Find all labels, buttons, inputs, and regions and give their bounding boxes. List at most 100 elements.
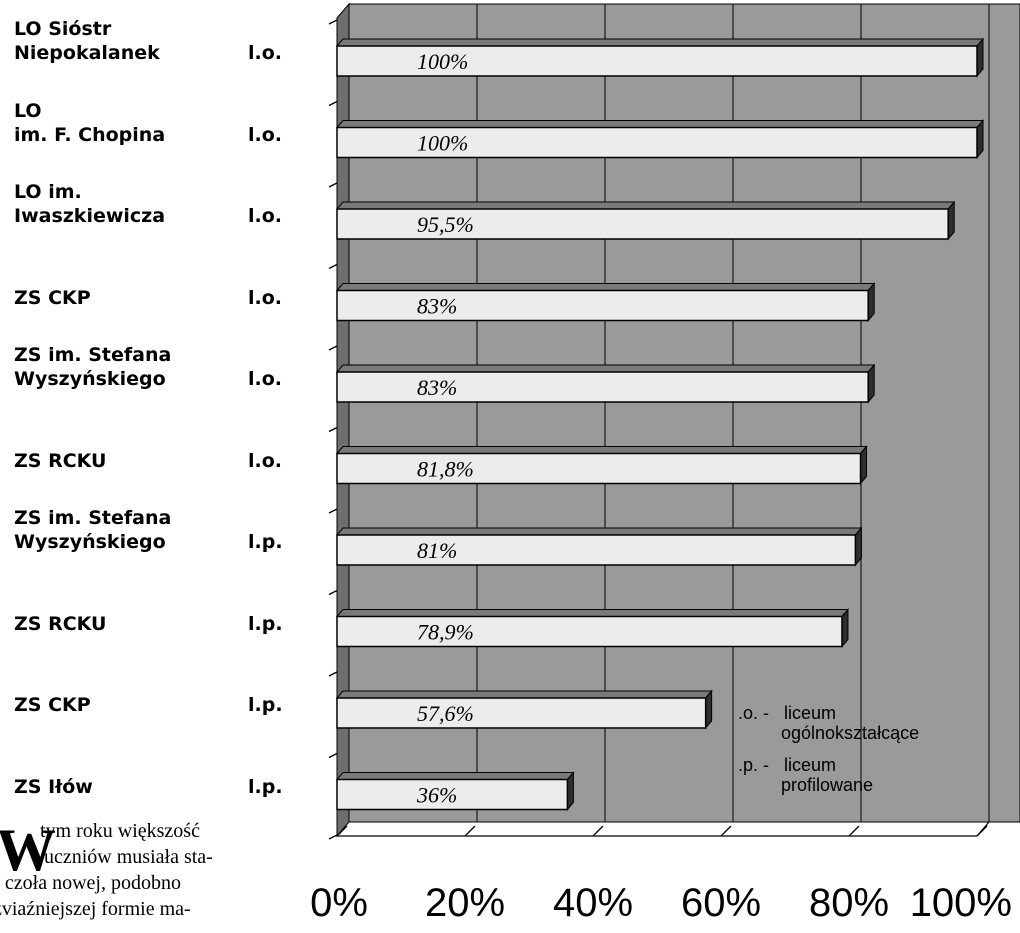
bar: 100% [335,119,985,159]
x-tick-label: 60% [681,881,761,925]
y-tick [328,426,338,433]
legend-label-line: profilowane [781,775,873,795]
category-label: ZS Iłów l.p. [14,775,300,799]
bar-side [867,282,875,322]
category-label-line: LO [14,99,42,122]
x-tick-label: 0% [310,881,368,925]
bar-face [336,208,949,240]
school-type-label: l.o. [248,449,283,472]
y-tick [328,100,338,107]
bar: 83% [335,363,876,404]
category-label-line: Iwaszkiewicza l.o. [14,205,283,227]
legend-abbr: .p. - [738,755,769,775]
school-type-label: l.p. [248,694,283,716]
bar-top [335,364,876,373]
article-line: tym roku większość [40,820,200,842]
bar-top [335,283,876,291]
category-label: LO Sióstr Niepokalanek l.o. [14,17,300,65]
x-tick [848,825,860,837]
category-label-line: ZS CKP l.p. [14,694,283,716]
school-type-label: l.o. [248,286,283,309]
x-tick-label: 100% [910,881,1012,925]
y-tick [328,19,338,25]
bar-value-label: 57,6% [417,701,474,726]
y-tick [328,752,338,759]
bar-value-label: 83% [417,375,457,400]
bar-face [336,615,843,648]
bar-face [336,45,978,77]
x-tick-label: 80% [809,881,889,925]
school-type-label: l.p. [248,612,283,635]
school-type-label: l.o. [248,205,283,227]
x-tick [336,825,348,837]
y-tick [328,671,338,677]
bar-top [335,201,956,210]
category-label: ZS im. Stefana Wyszyńskiego l.o. [14,343,300,391]
category-label-line: ZS RCKU l.o. [14,449,283,472]
bar-face [336,697,707,729]
bar-value-label: 100% [417,131,468,156]
school-type-label: l.o. [248,123,283,146]
bar-side [947,200,955,241]
category-label: ZS CKP l.o. [14,286,300,310]
legend-label-line: liceum [784,755,836,775]
article-line: zviaźniejszej formie ma- [0,898,191,920]
y-tick [328,263,338,270]
bar-face [336,289,869,322]
bar-side [867,363,875,404]
bar-top [335,609,850,617]
bar: 78,9% [335,608,850,648]
bar-side [854,526,862,567]
category-label-line: Wyszyńskiego l.o. [14,368,283,390]
bar-top [335,38,985,47]
x-tick-label: 20% [425,881,505,925]
bar-face [336,778,569,811]
bar-value-label: 83% [417,294,457,319]
bar: 81% [335,526,863,567]
category-label-line: ZS RCKU l.p. [14,612,283,635]
x-tick [720,825,732,837]
bar: 83% [335,282,876,322]
bar-top [335,527,863,536]
article-line: ć czoła nowej, podobno [0,872,181,894]
category-label-line: Niepokalanek l.o. [14,42,283,64]
category-label-line: ZS im. Stefana [14,344,172,366]
school-type-label: l.p. [248,775,283,798]
bar-side [976,37,984,78]
y-tick [328,182,338,188]
bar-side [566,771,574,811]
category-label: ZS RCKU l.o. [14,449,300,473]
school-type-label: l.p. [248,531,283,553]
bar-value-label: 78,9% [417,620,474,645]
bar-side [860,445,868,485]
school-type-label: l.o. [248,368,283,390]
y-tick [328,508,338,514]
bar: 57,6% [335,689,713,730]
y-tick [328,345,338,351]
article-excerpt: W tym roku większość uczniów musiała sta… [0,818,300,933]
category-label-line: LO im. [14,181,82,203]
x-tick [976,825,988,837]
x-tick [464,825,476,837]
bar: 100% [335,37,985,78]
bar-value-label: 95,5% [417,212,474,237]
bar-face [336,534,857,566]
school-labels: LO Sióstr Niepokalanek l.o. LO im. F. Chopin… [0,0,300,800]
category-label: ZS RCKU l.p. [14,612,300,636]
bar-top [335,120,985,128]
x-tick-label: 40% [553,881,633,925]
legend-abbr: .o. - [738,703,769,723]
y-tick [328,589,338,596]
category-label: LO im. Iwaszkiewicza l.o. [14,180,300,228]
legend-label-line: ogólnokształcące [781,723,919,743]
bar-face [336,126,978,159]
bar-side [705,689,713,730]
bar-value-label: 36% [416,783,457,808]
legend-label-line: liceum [784,703,836,723]
y-tick [328,834,338,840]
bar-side [976,119,984,159]
x-tick [592,825,604,837]
bar: 95,5% [335,200,956,241]
